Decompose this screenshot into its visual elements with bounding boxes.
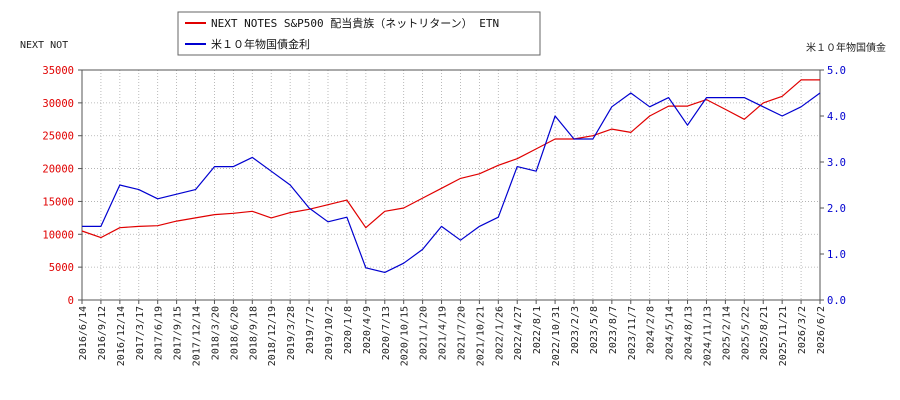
right-axis: 0.0 1.0 2.0 3.0 4.0 5.0 xyxy=(820,65,846,307)
left-tick-label: 30000 xyxy=(42,98,74,110)
right-tick-label: 4.0 xyxy=(827,111,846,123)
x-tick-label: 2021/1/20 xyxy=(419,306,430,360)
left-tick-label: 35000 xyxy=(42,65,74,77)
x-tick-label: 2017/9/15 xyxy=(173,306,184,360)
right-tick-label: 2.0 xyxy=(827,203,846,215)
x-tick-label: 2022/8/1 xyxy=(532,306,543,354)
x-tick-label: 2023/2/3 xyxy=(570,306,581,354)
x-tick-label: 2024/11/13 xyxy=(702,306,713,366)
x-tick-label: 2018/9/18 xyxy=(248,306,259,360)
x-tick-label: 2021/7/20 xyxy=(456,306,467,360)
x-tick-label: 2019/10/2 xyxy=(324,306,335,360)
left-tick-label: 10000 xyxy=(42,229,74,241)
x-tick-label: 2026/6/2 xyxy=(816,306,827,354)
series-lines xyxy=(81,79,821,273)
x-tick-label: 2025/11/21 xyxy=(778,306,789,366)
x-tick-label: 2024/5/14 xyxy=(665,306,676,360)
right-tick-label: 5.0 xyxy=(827,65,846,77)
x-axis: 2016/6/14 2016/9/12 2016/12/14 2017/3/17 201… xyxy=(78,300,827,366)
left-axis-title: NEXT NOT xyxy=(20,40,68,51)
right-tick-label: 1.0 xyxy=(827,249,846,261)
x-tick-label: 2023/8/7 xyxy=(608,306,619,354)
left-tick-label: 20000 xyxy=(42,164,74,176)
left-tick-label: 0 xyxy=(68,295,74,307)
left-tick-label: 25000 xyxy=(42,131,74,143)
left-axis: 0 5000 10000 15000 20000 25000 30000 35000 xyxy=(42,65,82,307)
x-tick-label: 2020/10/15 xyxy=(400,306,411,366)
x-tick-label: 2022/10/31 xyxy=(551,306,562,366)
x-tick-label: 2017/3/17 xyxy=(135,306,146,360)
right-tick-label: 0.0 xyxy=(827,295,846,307)
x-tick-label: 2023/11/7 xyxy=(627,306,638,360)
x-tick-label: 2025/2/14 xyxy=(721,306,732,360)
plot-frame xyxy=(81,69,821,301)
x-tick-label: 2026/3/2 xyxy=(797,306,808,354)
legend: NEXT NOTES S&P500 配当貴族（ネットリターン） ETN 米１０年… xyxy=(177,11,541,56)
left-tick-label: 5000 xyxy=(49,262,74,274)
legend-label-treasury: 米１０年物国債金利 xyxy=(211,37,310,51)
x-tick-label: 2019/3/28 xyxy=(286,306,297,360)
right-axis-title: 米１０年物国債金 xyxy=(806,41,886,54)
x-tick-label: 2022/4/27 xyxy=(513,306,524,360)
x-tick-label: 2017/12/14 xyxy=(192,306,203,366)
x-tick-label: 2024/8/13 xyxy=(684,306,695,360)
x-tick-label: 2020/4/9 xyxy=(362,306,373,354)
x-tick-label: 2020/7/13 xyxy=(381,306,392,360)
x-tick-label: 2025/8/21 xyxy=(759,306,770,360)
x-tick-label: 2022/1/26 xyxy=(494,306,505,360)
x-tick-label: 2020/1/8 xyxy=(343,306,354,354)
series-line-1 xyxy=(82,92,821,273)
right-tick-label: 3.0 xyxy=(827,157,846,169)
x-tick-label: 2024/2/8 xyxy=(646,306,657,354)
x-tick-label: 2023/5/8 xyxy=(589,306,600,354)
x-tick-label: 2016/12/14 xyxy=(116,306,127,366)
left-tick-label: 15000 xyxy=(42,196,74,208)
x-tick-label: 2017/6/19 xyxy=(154,306,165,360)
legend-box xyxy=(177,11,541,56)
legend-label-etn: NEXT NOTES S&P500 配当貴族（ネットリターン） ETN xyxy=(211,16,499,30)
x-tick-label: 2021/10/21 xyxy=(475,306,486,366)
x-tick-label: 2021/4/19 xyxy=(438,306,449,360)
x-tick-label: 2018/3/20 xyxy=(210,306,221,360)
x-tick-label: 2019/7/2 xyxy=(305,306,316,354)
grid-lines xyxy=(81,69,821,301)
x-tick-label: 2025/5/22 xyxy=(740,306,751,360)
x-tick-label: 2016/6/14 xyxy=(78,306,89,360)
x-tick-label: 2018/6/20 xyxy=(229,306,240,360)
x-tick-label: 2016/9/12 xyxy=(97,306,108,360)
x-tick-label: 2018/12/19 xyxy=(267,306,278,366)
series-line-0 xyxy=(81,79,820,239)
